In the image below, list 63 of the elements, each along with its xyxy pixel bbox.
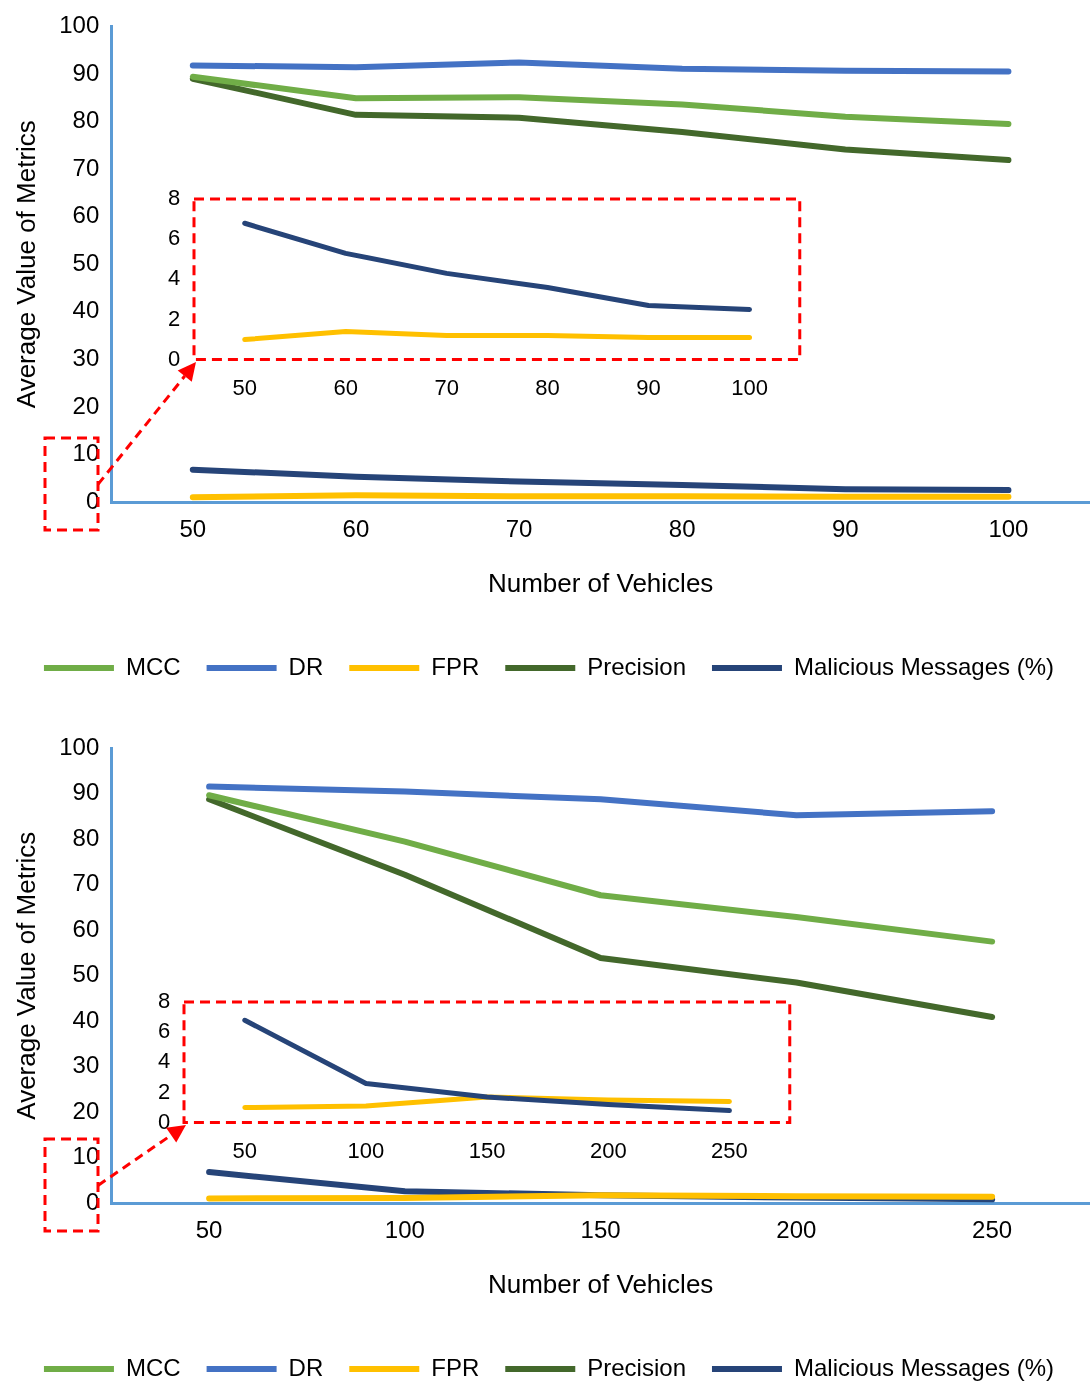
- y-tick-label: 4: [157, 1048, 171, 1074]
- x-tick-label: 100: [731, 374, 768, 400]
- legend-label: DR: [288, 1353, 324, 1381]
- y-tick-label: 20: [72, 391, 100, 419]
- legend-label: MCC: [125, 652, 181, 680]
- y-tick-label: 100: [59, 11, 100, 39]
- y-tick-label: 6: [157, 1018, 171, 1044]
- y-tick-label: 30: [72, 1051, 100, 1079]
- x-tick-label: 70: [505, 515, 533, 543]
- y-tick-label: 80: [72, 823, 100, 851]
- x-tick-label: 70: [434, 374, 459, 400]
- y-axis-title: Average Value of Metrics: [10, 831, 41, 1120]
- x-tick-label: 50: [232, 374, 257, 400]
- legend-label: Precision: [587, 1353, 686, 1381]
- y-tick-label: 70: [72, 153, 100, 181]
- y-tick-label: 100: [59, 733, 100, 761]
- y-tick-label: 50: [72, 960, 100, 988]
- x-tick-label: 90: [636, 374, 661, 400]
- y-tick-label: 0: [167, 345, 181, 371]
- legend-label: FPR: [431, 1353, 480, 1381]
- y-tick-label: 8: [167, 185, 181, 211]
- x-tick-label: 250: [972, 1216, 1013, 1244]
- y-tick-label: 50: [72, 248, 100, 276]
- legend-label: DR: [288, 652, 324, 680]
- y-tick-label: 20: [72, 1096, 100, 1124]
- y-tick-label: 8: [157, 988, 171, 1014]
- y-tick-label: 30: [72, 343, 100, 371]
- y-tick-label: 2: [157, 1078, 171, 1104]
- x-tick-label: 200: [589, 1137, 627, 1163]
- y-tick-label: 0: [157, 1108, 171, 1134]
- x-tick-label: 80: [668, 515, 696, 543]
- y-tick-label: 40: [72, 296, 100, 324]
- x-axis-title: Number of Vehicles: [487, 1268, 714, 1299]
- x-tick-label: 50: [232, 1137, 258, 1163]
- x-tick-label: 100: [347, 1137, 385, 1163]
- y-axis-title: Average Value of Metrics: [10, 120, 41, 409]
- x-tick-label: 90: [831, 515, 859, 543]
- y-tick-label: 60: [72, 914, 100, 942]
- x-tick-label: 100: [988, 515, 1029, 543]
- y-tick-label: 90: [72, 778, 100, 806]
- legend-label: Precision: [587, 652, 686, 680]
- y-tick-label: 6: [167, 225, 181, 251]
- y-tick-label: 70: [72, 869, 100, 897]
- legend-label: FPR: [431, 652, 480, 680]
- x-tick-label: 150: [580, 1216, 621, 1244]
- y-tick-label: 60: [72, 201, 100, 229]
- x-tick-label: 250: [711, 1137, 748, 1163]
- x-tick-label: 150: [468, 1137, 506, 1163]
- legend-label: Malicious Messages (%): [793, 1353, 1055, 1381]
- legend-label: Malicious Messages (%): [793, 652, 1055, 680]
- y-tick-label: 40: [72, 1005, 100, 1033]
- x-tick-label: 60: [342, 515, 370, 543]
- y-tick-label: 4: [167, 265, 181, 291]
- x-tick-label: 60: [333, 374, 358, 400]
- x-tick-label: 200: [776, 1216, 817, 1244]
- x-tick-label: 100: [384, 1216, 425, 1244]
- y-tick-label: 90: [72, 58, 100, 86]
- y-tick-label: 80: [72, 106, 100, 134]
- legend-label: MCC: [125, 1353, 181, 1381]
- x-tick-label: 50: [195, 1216, 223, 1244]
- y-tick-label: 2: [167, 305, 181, 331]
- x-tick-label: 80: [535, 374, 560, 400]
- x-axis-title: Number of Vehicles: [487, 567, 714, 598]
